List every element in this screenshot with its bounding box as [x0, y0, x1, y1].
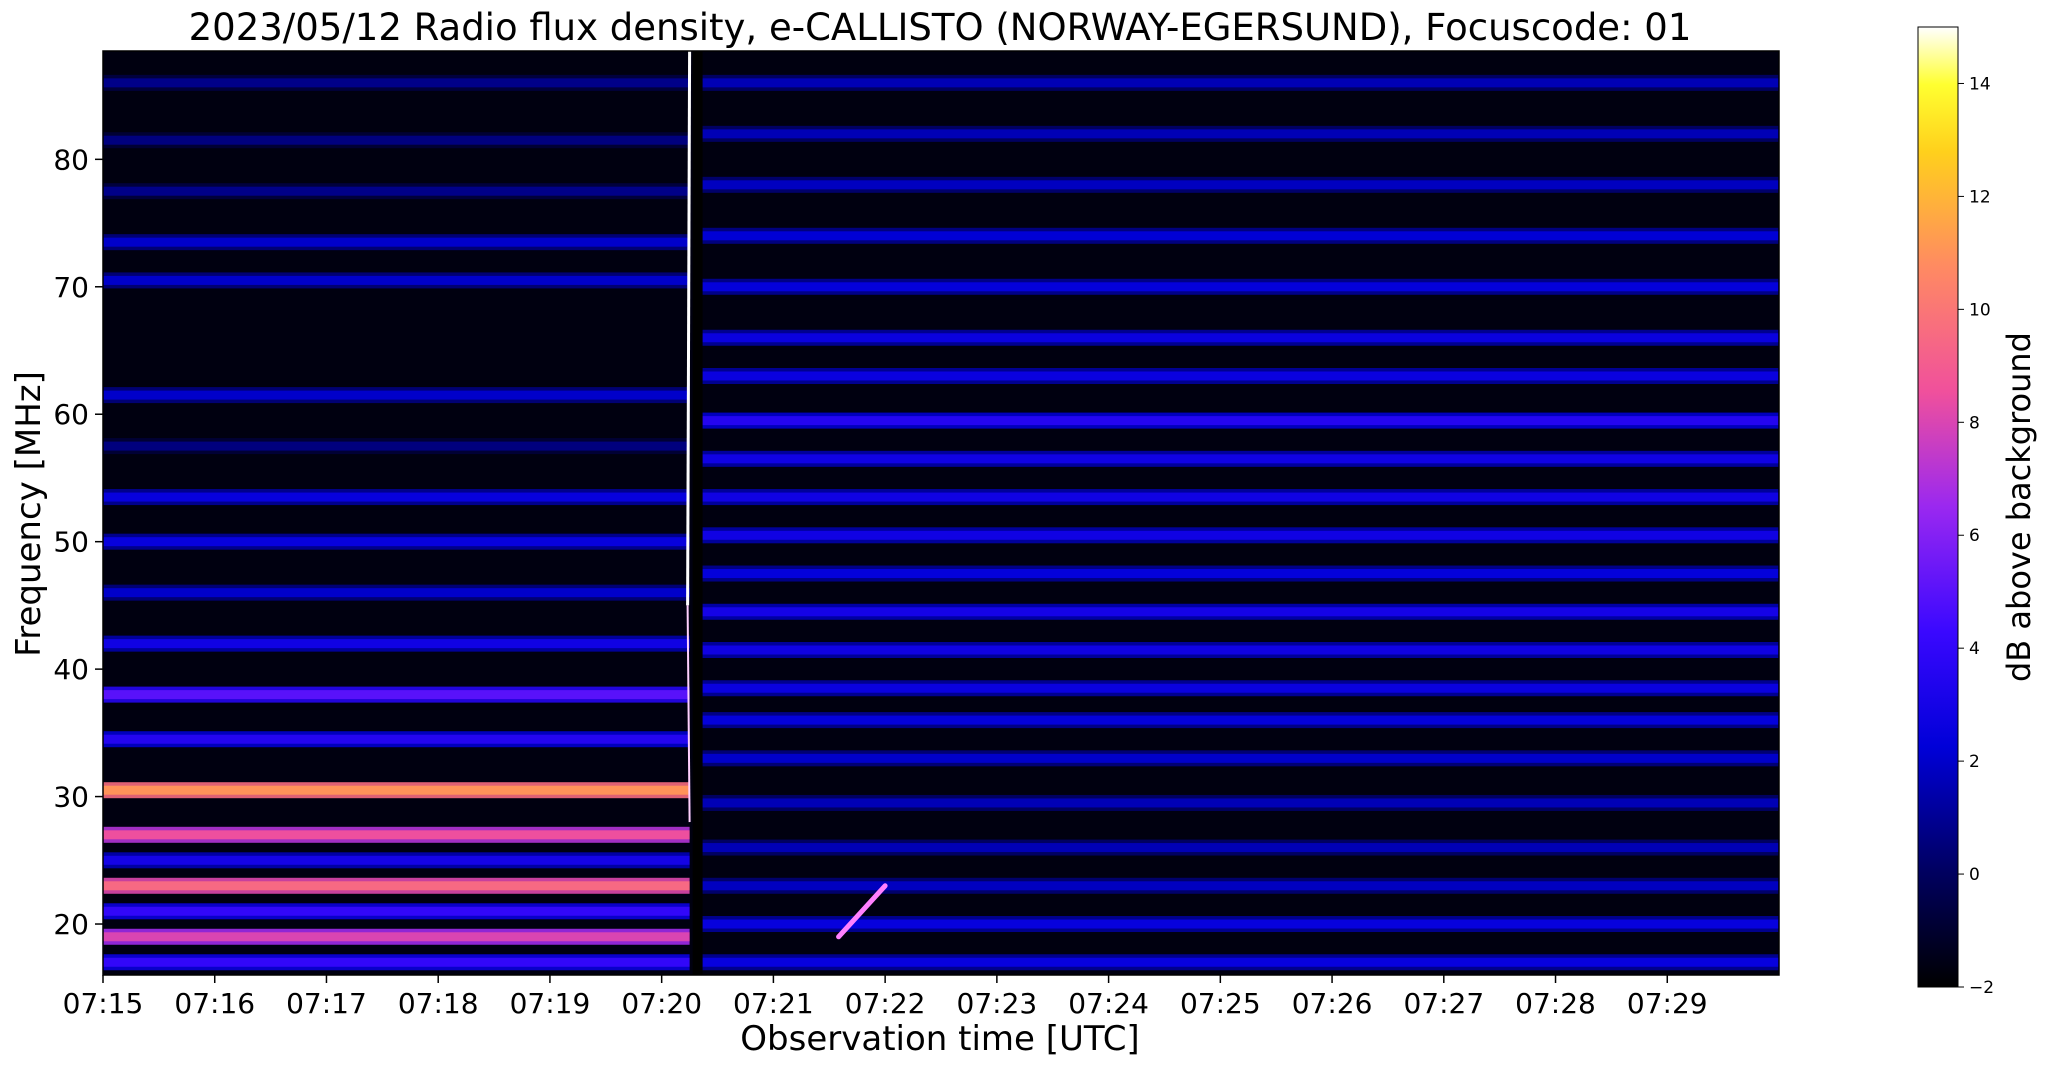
y-tick-label: 30 [53, 781, 89, 814]
frequency-band-core-left [103, 906, 690, 916]
frequency-band-core-left [103, 785, 690, 795]
y-axis: 20 30 40 50 60 70 80 [53, 143, 103, 941]
x-tick-label: 07:23 [957, 987, 1038, 1020]
colorbar-tick-label: 8 [1969, 413, 1980, 433]
frequency-band-core-right [701, 919, 1779, 929]
frequency-band-core-right [701, 881, 1779, 891]
colorbar-label: dB above background [2000, 332, 2038, 682]
x-tick-label: 07:16 [174, 987, 255, 1020]
frequency-band-core-left [103, 734, 690, 744]
frequency-band-core-right [701, 282, 1779, 292]
colorbar-tick-label: 10 [1969, 300, 1991, 320]
colorbar-tick-label: 4 [1969, 639, 1980, 659]
band-group-right [701, 74, 1779, 971]
frequency-band-core-right [701, 416, 1779, 426]
frequency-band-core-left [103, 78, 690, 88]
colorbar-tick-label: −2 [1969, 978, 1994, 998]
colorbar-tick-label: 12 [1969, 187, 1991, 207]
frequency-band-core-left [103, 957, 690, 967]
colorbar-axis: −2 0 2 4 6 8 10 12 14 [1958, 74, 1994, 998]
frequency-band-core-right [701, 129, 1779, 139]
frequency-band-core-left [103, 537, 690, 547]
drifting-burst [836, 883, 888, 940]
x-tick-label: 07:21 [733, 987, 814, 1020]
x-tick-label: 07:17 [286, 987, 367, 1020]
frequency-band-core-right [701, 683, 1779, 693]
frequency-band-core-left [103, 830, 690, 840]
x-tick-label: 07:15 [63, 987, 144, 1020]
frequency-band-core-right [701, 798, 1779, 808]
frequency-band-core-left [103, 390, 690, 400]
frequency-band-core-left [103, 690, 690, 700]
x-tick-label: 07:20 [621, 987, 702, 1020]
x-tick-label: 07:26 [1292, 987, 1373, 1020]
frequency-band-core-right [701, 607, 1779, 617]
plot-frame [102, 50, 1780, 976]
colorbar [1917, 26, 1959, 988]
frequency-band-core-left [103, 588, 690, 598]
heatmap-background [103, 51, 1779, 975]
y-tick-label: 70 [53, 271, 89, 304]
x-axis: 07:15 07:16 07:17 07:18 07:19 07:20 07:21 07:22… [63, 975, 1708, 1020]
x-tick-label: 07:19 [510, 987, 591, 1020]
frequency-band-core-left [103, 135, 690, 145]
chart-title: 2023/05/12 Radio flux density, e-CALLIST… [189, 6, 1692, 49]
frequency-band-core-left [103, 492, 690, 502]
frequency-band-core-right [701, 180, 1779, 190]
y-tick-label: 80 [53, 143, 89, 176]
frequency-band-core-left [103, 275, 690, 285]
band-group-left [103, 74, 690, 971]
frequency-band-core-right [701, 843, 1779, 853]
y-tick-label: 40 [53, 653, 89, 686]
colorbar-tick-label: 0 [1969, 865, 1980, 885]
frequency-band-core-left [103, 441, 690, 451]
frequency-band-core-left [103, 237, 690, 247]
y-tick-label: 20 [53, 908, 89, 941]
y-axis-label: Frequency [MHz] [9, 371, 49, 657]
frequency-band-core-right [701, 530, 1779, 540]
frequency-band-core-right [701, 715, 1779, 725]
x-tick-label: 07:18 [398, 987, 479, 1020]
y-tick-label: 60 [53, 398, 89, 431]
frequency-band-core-left [103, 186, 690, 196]
colorbar-tick-label: 2 [1969, 752, 1980, 772]
frequency-band-core-left [103, 932, 690, 942]
spike-gap [692, 51, 703, 975]
frequency-band-core-right [701, 645, 1779, 655]
y-tick-label: 50 [53, 526, 89, 559]
frequency-band-core-right [701, 371, 1779, 381]
heatmap-image [103, 51, 1779, 975]
frequency-band-core-right [701, 454, 1779, 464]
frequency-band-core-right [701, 957, 1779, 967]
frequency-band-core-left [103, 881, 690, 891]
frequency-band-core-left [103, 639, 690, 649]
frequency-band-core-right [701, 78, 1779, 88]
x-tick-label: 07:28 [1515, 987, 1596, 1020]
colorbar-tick-label: 14 [1969, 74, 1991, 94]
x-tick-label: 07:24 [1068, 987, 1149, 1020]
frequency-band-core-right [701, 569, 1779, 579]
broadband-spike-lower [686, 605, 691, 823]
frequency-band-core-left [103, 855, 690, 865]
frequency-band-core-right [701, 231, 1779, 241]
frequency-band-core-right [701, 492, 1779, 502]
x-tick-label: 07:22 [845, 987, 926, 1020]
x-tick-label: 07:27 [1403, 987, 1484, 1020]
broadband-spike [686, 51, 692, 606]
x-tick-label: 07:29 [1627, 987, 1708, 1020]
x-tick-label: 07:25 [1180, 987, 1261, 1020]
colorbar-tick-label: 6 [1969, 526, 1980, 546]
x-axis-label: Observation time [UTC] [740, 1019, 1139, 1059]
frequency-band-core-right [701, 333, 1779, 343]
frequency-band-core-right [701, 753, 1779, 763]
